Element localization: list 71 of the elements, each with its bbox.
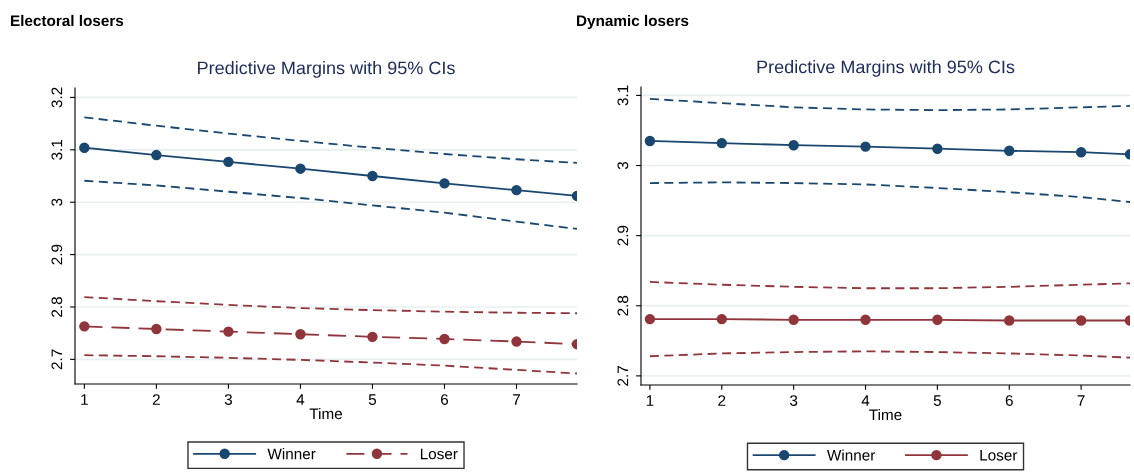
line-series [83, 296, 577, 315]
x-tick-label: 1 [81, 394, 88, 405]
y-tick-label: 2.9 [51, 244, 63, 265]
x-tick-label: 2 [152, 394, 160, 405]
line-series [83, 116, 577, 164]
chart-title: Electoral losers [11, 14, 124, 27]
point [716, 137, 727, 149]
point [367, 170, 378, 182]
x-tick-label: 7 [1077, 395, 1085, 406]
point [223, 326, 234, 337]
y-tick-label: 2.9 [617, 225, 629, 246]
point [511, 184, 522, 196]
point [367, 331, 378, 343]
legend-label: Loser [420, 448, 458, 460]
x-axis-title: Time [309, 407, 343, 420]
chart-subtitle: Predictive Margins with 95% CIs [757, 60, 1015, 77]
point [1075, 315, 1087, 326]
point [439, 178, 450, 189]
point [223, 156, 234, 168]
y-tick-label: 2.8 [51, 297, 63, 317]
y-tick-label: 3 [617, 161, 629, 170]
x-tick-label: 1 [646, 395, 654, 406]
x-tick-label: 5 [368, 394, 377, 405]
y-tick-label: 2.7 [617, 366, 629, 386]
x-tick-label: 7 [513, 394, 520, 405]
line-series [649, 98, 1130, 112]
x-tick-label: 5 [933, 395, 941, 406]
x-tick-label: 3 [224, 394, 232, 405]
y-tick-label: 2.8 [617, 295, 629, 316]
y-tick-label: 3 [51, 198, 63, 206]
point [1004, 315, 1015, 326]
x-axis-title: Time [869, 408, 902, 421]
point [644, 135, 656, 147]
point [151, 149, 162, 161]
point [439, 333, 450, 345]
point [1004, 145, 1015, 157]
point [716, 313, 727, 325]
point [860, 314, 871, 325]
point [79, 142, 90, 153]
point [860, 141, 871, 152]
point [295, 163, 306, 174]
y-tick-label: 2.7 [51, 349, 63, 370]
point [1075, 147, 1087, 158]
chart-title: Dynamic losers [577, 14, 689, 30]
y-tick-label: 3.1 [617, 85, 629, 106]
point [788, 314, 799, 325]
x-tick-label: 4 [296, 394, 305, 405]
point [932, 314, 943, 325]
line-series [649, 281, 1130, 290]
y-tick-label: 3.2 [51, 87, 63, 108]
legend-label: Loser [980, 449, 1018, 461]
line-series [649, 350, 1130, 359]
x-tick-label: 3 [789, 395, 798, 406]
y-tick-label: 3.1 [51, 139, 63, 160]
line-series [83, 179, 577, 230]
point [295, 329, 306, 340]
x-tick-label: 4 [861, 395, 870, 406]
line-series [649, 181, 1130, 203]
point [932, 143, 943, 154]
point [511, 336, 522, 347]
line-series [83, 354, 577, 375]
x-tick-label: 6 [441, 394, 449, 405]
point [788, 139, 799, 151]
legend-label: Winner [826, 449, 876, 461]
x-tick-label: 6 [1005, 395, 1013, 406]
x-tick-label: 2 [718, 395, 726, 406]
point [79, 321, 90, 332]
point [644, 313, 656, 325]
chart-subtitle: Predictive Margins with 95% CIs [198, 61, 455, 78]
legend-label: Winner [267, 448, 316, 460]
point [151, 323, 162, 335]
